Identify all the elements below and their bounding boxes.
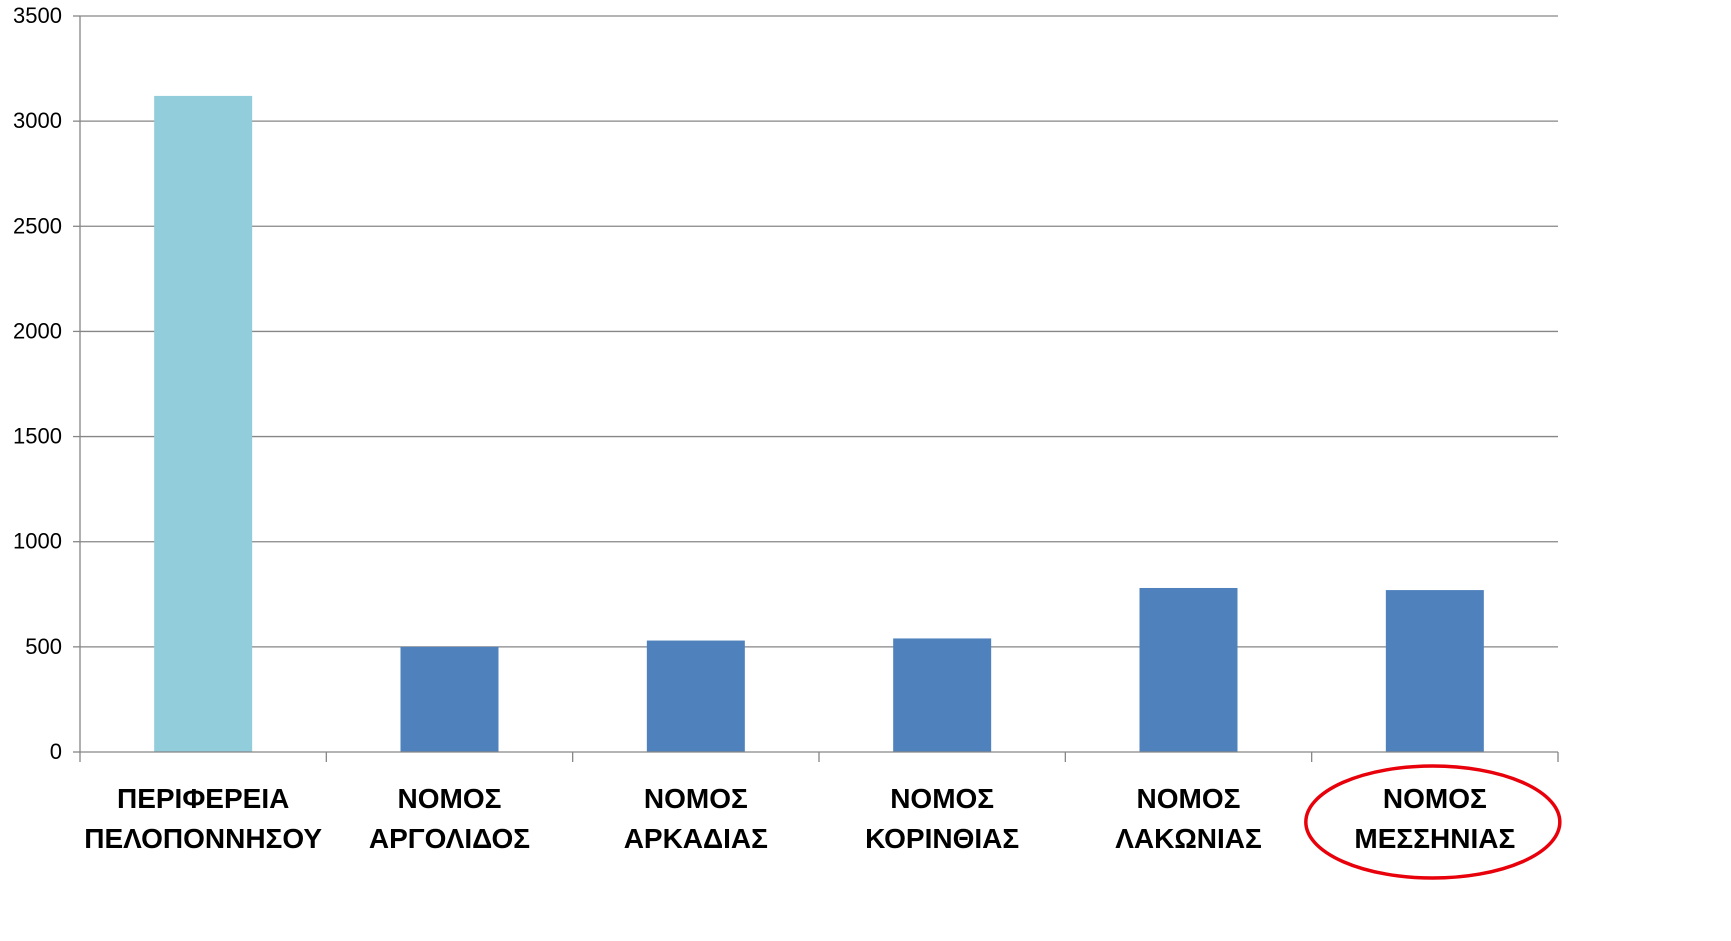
bar-0 [154, 95, 253, 752]
annotations [1304, 764, 1562, 880]
bars [154, 95, 1484, 752]
y-tick-label: 3500 [13, 3, 62, 28]
gridlines [80, 15, 1558, 648]
y-tick-label: 2500 [13, 213, 62, 238]
bar-3 [893, 638, 992, 752]
bar-5 [1385, 590, 1484, 752]
category-label: ΛΑΚΩΝΙΑΣ [1115, 823, 1262, 854]
y-tick-label: 1500 [13, 424, 62, 449]
category-label: ΠΕΡΙΦΕΡΕΙΑ [117, 783, 289, 814]
category-label: ΝΟΜΟΣ [1137, 783, 1241, 814]
y-tick-label: 3000 [13, 108, 62, 133]
y-tick-label: 1000 [13, 529, 62, 554]
highlight-circle [1304, 764, 1562, 880]
category-label: ΝΟΜΟΣ [398, 783, 502, 814]
category-label: ΝΟΜΟΣ [890, 783, 994, 814]
bar-4 [1139, 587, 1238, 752]
category-label: ΠΕΛΟΠΟΝΝΗΣΟΥ [84, 823, 322, 854]
x-category-labels: ΠΕΡΙΦΕΡΕΙΑ ΠΕΛΟΠΟΝΝΗΣΟΥ ΝΟΜΟΣ ΑΡΓΟΛΙΔΟΣ ΝΟΜΟ… [84, 783, 1515, 854]
bar-2 [646, 640, 745, 752]
category-label: ΑΡΚΑΔΙΑΣ [624, 823, 768, 854]
category-label: ΝΟΜΟΣ [644, 783, 748, 814]
category-label: ΜΕΣΣΗΝΙΑΣ [1354, 823, 1515, 854]
y-tick-label: 2000 [13, 318, 62, 343]
y-tick-label: 0 [50, 739, 62, 764]
category-label: ΚΟΡΙΝΘΙΑΣ [865, 823, 1019, 854]
y-tick-label: 500 [25, 634, 62, 659]
category-label: ΝΟΜΟΣ [1383, 783, 1487, 814]
bar-1 [400, 646, 499, 752]
axes [73, 15, 1559, 762]
y-tick-labels: 0 500 1000 1500 2000 2500 3000 3500 [13, 3, 62, 764]
category-label: ΑΡΓΟΛΙΔΟΣ [369, 823, 530, 854]
